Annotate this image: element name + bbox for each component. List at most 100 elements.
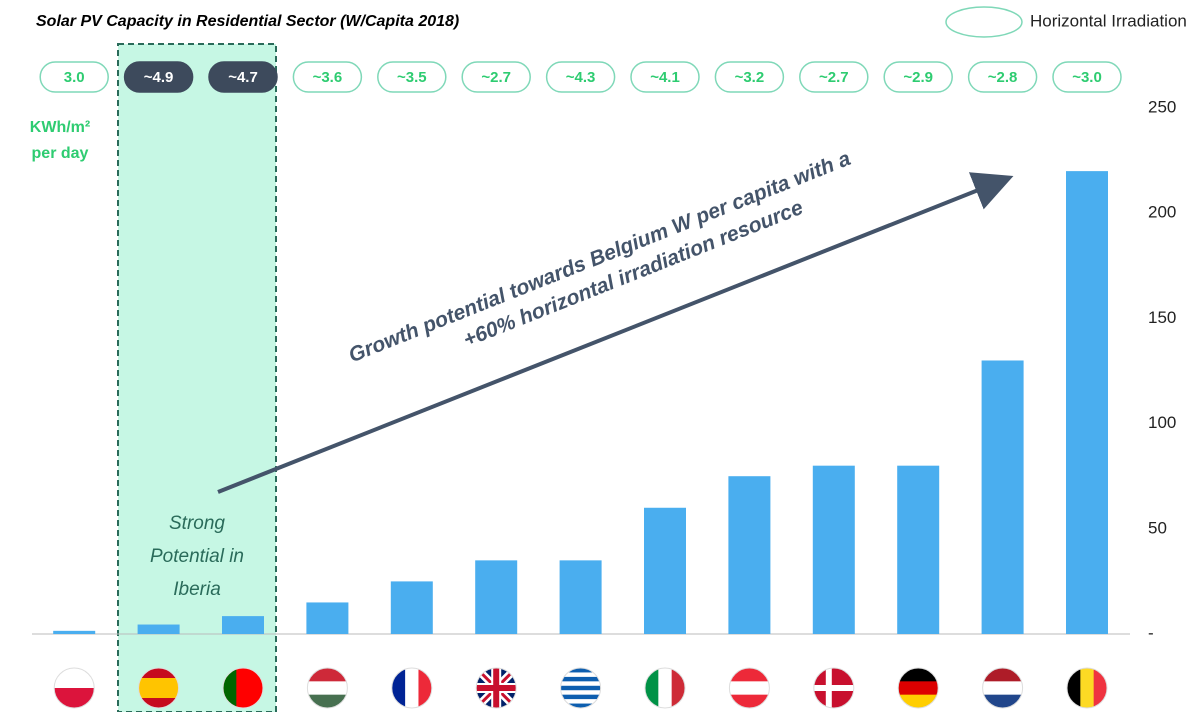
irradiation-label: ~3.5 xyxy=(397,69,427,86)
irradiation-badge xyxy=(123,61,194,93)
bar xyxy=(137,624,180,634)
flag xyxy=(53,667,95,709)
flag-ring xyxy=(1066,667,1108,709)
flag xyxy=(306,667,348,709)
irradiation-label: 3.0 xyxy=(64,69,85,86)
flag-stripe xyxy=(560,703,601,708)
bar xyxy=(1066,171,1108,634)
bar xyxy=(390,581,433,634)
flag-stripe xyxy=(1080,668,1095,708)
bar xyxy=(812,465,855,634)
flag-ring xyxy=(306,667,348,709)
flag-body xyxy=(898,668,939,708)
irradiation-label: ~4.1 xyxy=(650,69,680,86)
flag xyxy=(897,667,939,709)
irradiation-label: ~2.7 xyxy=(819,69,849,86)
flag-ring xyxy=(560,667,602,709)
flag xyxy=(560,667,602,709)
flag-stripe xyxy=(560,690,601,696)
flag-body xyxy=(560,668,601,708)
flag-cross xyxy=(476,668,517,708)
bar xyxy=(306,602,349,634)
flag-stripe xyxy=(560,672,601,678)
flag-stripe xyxy=(560,676,601,682)
highlight-label: Potential in xyxy=(150,546,244,567)
irradiation-label: ~4.7 xyxy=(228,69,258,86)
bar xyxy=(981,360,1024,634)
flag-stripe xyxy=(249,668,263,708)
flag-stripe xyxy=(223,668,237,708)
irradiation-label: ~4.3 xyxy=(566,69,596,86)
chart-title: Solar PV Capacity in Residential Sector … xyxy=(36,13,459,30)
flag-stripe xyxy=(560,694,601,700)
flag-stripe xyxy=(658,668,673,708)
irradiation-label: ~3.6 xyxy=(313,69,343,86)
unit-label: per day xyxy=(32,145,89,162)
flag-cross xyxy=(813,668,854,708)
flag-stripe xyxy=(418,668,432,708)
flag-stripe xyxy=(405,668,419,708)
irradiation-badge xyxy=(377,61,447,93)
irradiation-badge xyxy=(1052,61,1122,93)
flag-ring xyxy=(475,667,517,709)
flag-stripe xyxy=(898,681,939,696)
flag-stripe xyxy=(560,685,601,691)
legend-swatch xyxy=(945,6,1023,38)
flag xyxy=(728,667,770,709)
flag xyxy=(391,667,433,709)
flag-stripe xyxy=(236,668,251,708)
flag-ring xyxy=(728,667,770,709)
legend-label: Horizontal Irradiation xyxy=(1030,11,1187,30)
flag-body xyxy=(307,668,348,708)
irradiation-label: ~3.2 xyxy=(735,69,765,86)
y-tick-label: 250 xyxy=(1148,97,1176,116)
irradiation-badge xyxy=(967,61,1038,93)
flag-stripe xyxy=(1093,668,1107,708)
irradiation-badge xyxy=(714,61,785,93)
bar xyxy=(897,465,940,634)
flag-ring xyxy=(813,667,855,709)
flag-stripe xyxy=(54,688,95,708)
annotation-line: Growth potential towards Belgium W per c… xyxy=(346,147,855,367)
flag-stripe xyxy=(671,668,685,708)
flag-stripe xyxy=(138,678,179,689)
flag-stripe xyxy=(560,681,601,687)
flag-stripe xyxy=(729,694,770,708)
flag xyxy=(138,667,180,709)
flag-stripe xyxy=(898,694,939,708)
y-tick-label: 100 xyxy=(1148,413,1176,432)
irradiation-badge xyxy=(461,61,531,93)
flag xyxy=(644,667,686,709)
irradiation-badge xyxy=(292,61,363,93)
irradiation-badge xyxy=(883,61,953,93)
flag-ring xyxy=(222,667,264,709)
irradiation-badge xyxy=(208,61,278,93)
flag-body xyxy=(729,668,770,708)
y-tick-label: - xyxy=(1148,623,1154,642)
bar xyxy=(644,507,686,634)
irradiation-badge xyxy=(630,61,700,93)
flag xyxy=(222,667,264,709)
flag-body xyxy=(645,668,685,708)
flag-stripe xyxy=(729,681,770,696)
flag-stripe xyxy=(560,699,601,705)
bar xyxy=(222,616,264,634)
bar xyxy=(728,476,771,634)
flag xyxy=(1066,667,1108,709)
flag-ring xyxy=(391,667,433,709)
flag-ring xyxy=(644,667,686,709)
flag-stripe xyxy=(645,668,659,708)
irradiation-label: ~4.9 xyxy=(144,69,174,86)
y-tick-label: 200 xyxy=(1148,203,1176,222)
irradiation-label: ~2.8 xyxy=(988,69,1018,86)
flag-body xyxy=(223,668,263,708)
flag-stripe xyxy=(560,668,601,673)
flag-ring xyxy=(138,667,180,709)
flag-body xyxy=(982,668,1023,708)
flag-stripe xyxy=(391,668,406,708)
flag-stripe xyxy=(982,694,1023,708)
unit-label: KWh/m² xyxy=(30,119,90,136)
flag-ring xyxy=(982,667,1024,709)
flag-ring xyxy=(53,667,95,709)
